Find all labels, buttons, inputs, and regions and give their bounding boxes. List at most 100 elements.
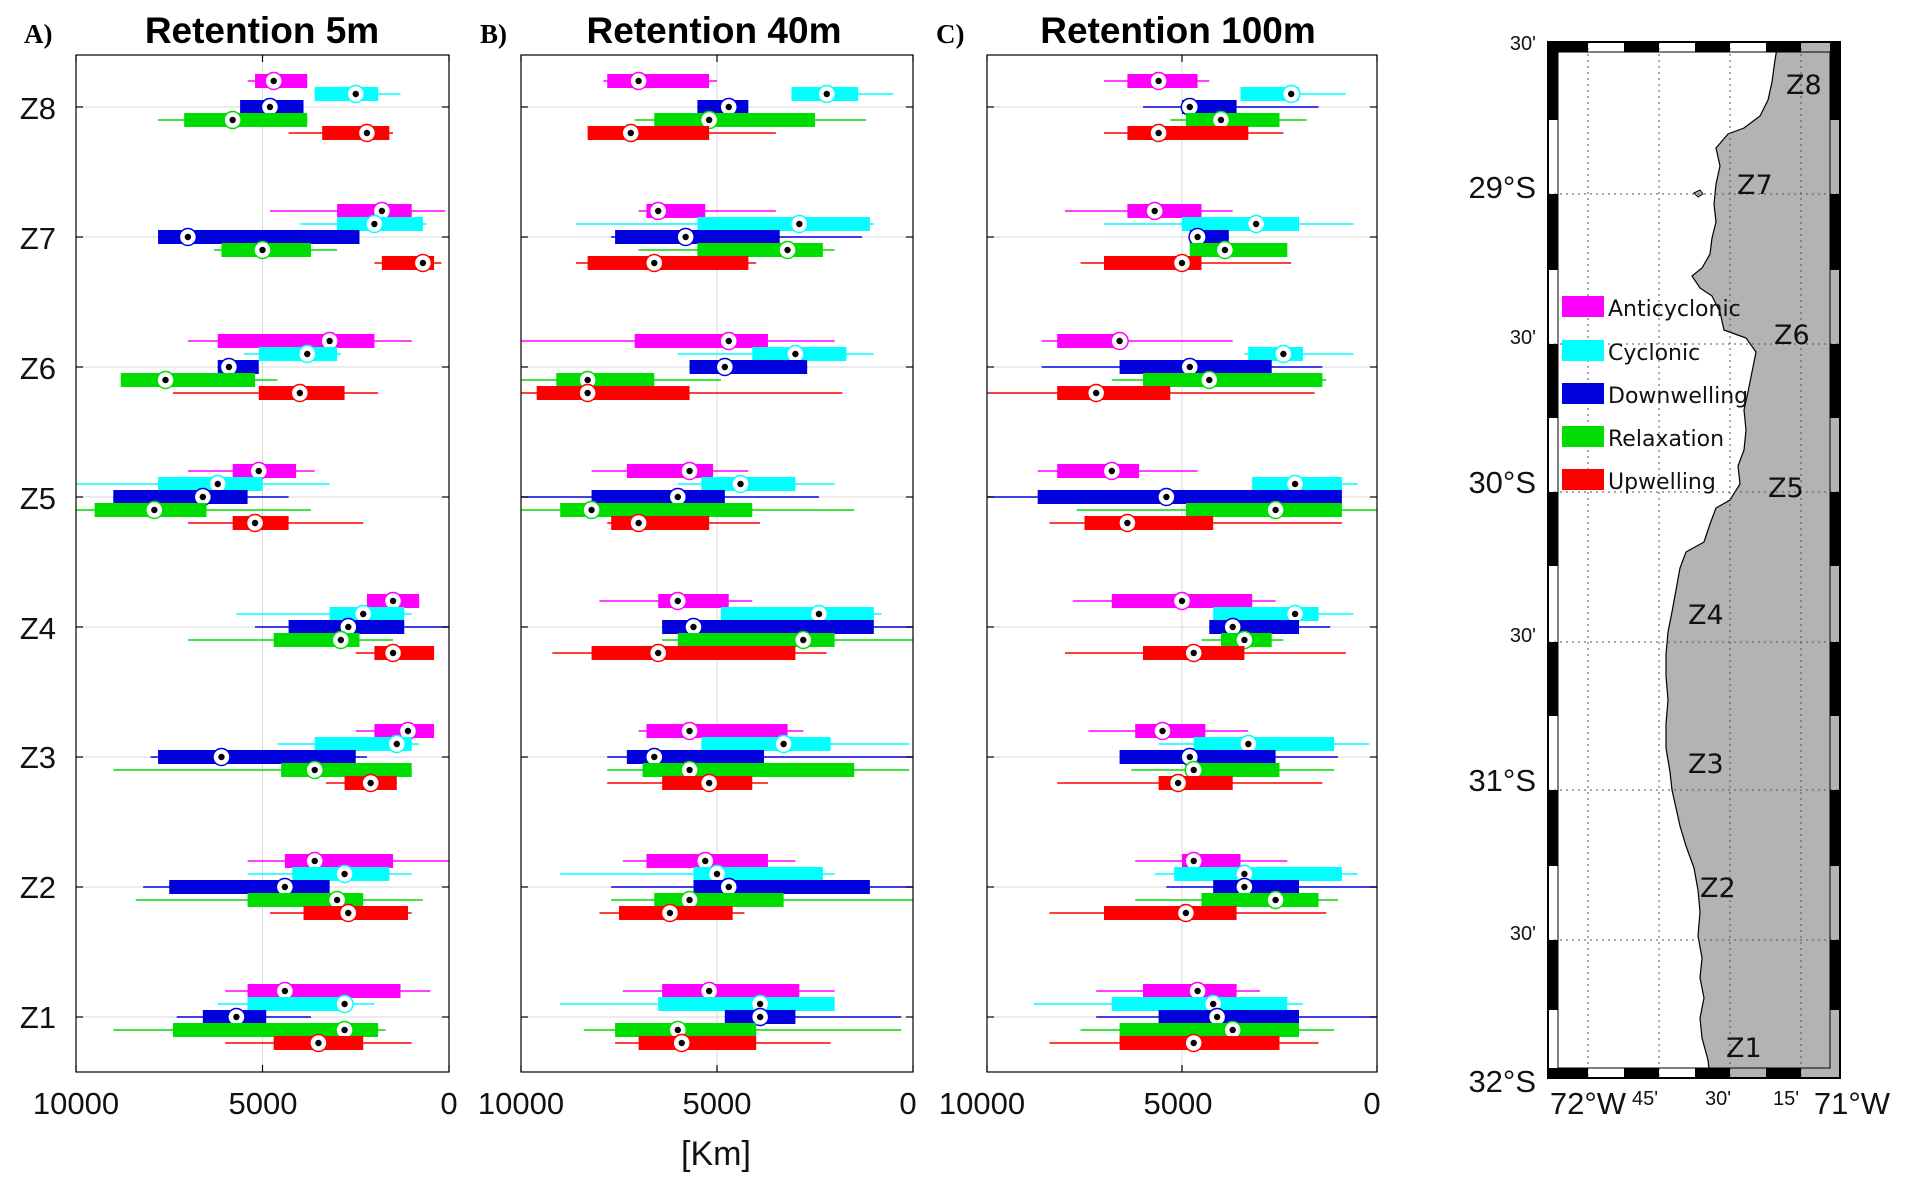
- panel-c-z5-upwelling-median-dot: [1124, 519, 1131, 527]
- map-frame-segment: [1695, 1068, 1730, 1078]
- panel-a-z8-downwelling-median-dot: [266, 103, 274, 111]
- panel-a-z6-relaxation-median-dot: [162, 376, 169, 384]
- panel-b-z2-upwelling-median-dot: [666, 909, 674, 917]
- panel-a-z6-cyclonic-median-dot: [304, 350, 311, 358]
- panel-c-z5-anticyclonic-median-dot: [1108, 467, 1116, 475]
- map-lat-minor-2: 30': [1510, 625, 1536, 647]
- panel-a-z4-upwelling-median-dot: [389, 649, 397, 657]
- map-frame: [1547, 41, 1841, 1079]
- panel-a-z7-upwelling-median-dot: [419, 259, 427, 267]
- map-frame-segment: [1548, 940, 1558, 1010]
- panel-b-z5-upwelling-median-dot: [635, 519, 642, 527]
- map-frame-segment: [1548, 642, 1558, 716]
- panel-b-z3-relaxation-median-dot: [686, 766, 693, 774]
- panel-c-z1-anticyclonic-median-dot: [1194, 987, 1201, 995]
- panel-b-z1-cyclonic-median-dot: [756, 1000, 764, 1008]
- panel-a-z7-downwelling-median-dot: [184, 233, 192, 241]
- panel-a-z2-upwelling-median-dot: [345, 909, 352, 917]
- panel-c-z7-cyclonic-box: [1182, 217, 1299, 231]
- panel-b-letter: B): [480, 19, 507, 49]
- panel-c-z4-upwelling-median-dot: [1190, 649, 1197, 657]
- panel-c-z3-relaxation-box: [1189, 763, 1280, 777]
- panel-b-z3-upwelling-median-dot: [705, 779, 713, 787]
- panel-c-z8-upwelling-box: [1127, 126, 1249, 140]
- map-zone-z4: Z4: [1688, 600, 1724, 631]
- panel-c-z4-downwelling-box: [1209, 620, 1299, 634]
- panel-a-z4-upwelling-box: [374, 646, 435, 660]
- panel-c-z3-relaxation-median-dot: [1190, 766, 1197, 774]
- panel-a-title: Retention 5m: [145, 10, 379, 51]
- panel-a-z5-relaxation-median-dot: [151, 506, 158, 514]
- panel-c-z1-relaxation-box: [1119, 1023, 1299, 1037]
- panel-a-z1-anticyclonic-median-dot: [281, 987, 289, 995]
- panel-c-letter: C): [936, 19, 965, 49]
- panel-a-z8-cyclonic-box: [314, 87, 379, 101]
- panel-b-z5-downwelling-box: [591, 490, 725, 504]
- panel-a-z3-cyclonic-median-dot: [393, 740, 400, 748]
- panel-c-z7-cyclonic-median-dot: [1252, 220, 1260, 228]
- panel-a-z7-cyclonic-median-dot: [371, 220, 378, 228]
- panel-c-z7-anticyclonic-box: [1127, 204, 1202, 218]
- panel-c-z2-upwelling-median-dot: [1182, 909, 1190, 917]
- panel-a-z5-cyclonic-median-dot: [214, 480, 221, 488]
- panel-a-xtick-0: 0: [440, 1086, 457, 1121]
- map-zone-z7: Z7: [1737, 170, 1773, 201]
- panel-c-z8-relaxation-box: [1185, 113, 1280, 127]
- panel-c-z7-upwelling-median-dot: [1178, 259, 1186, 267]
- map-lat-29s: 29°S: [1468, 170, 1536, 205]
- panel-c-z1-relaxation-median-dot: [1229, 1026, 1236, 1034]
- zone-label-z3: Z3: [20, 740, 56, 775]
- panel-b-z5-cyclonic-median-dot: [737, 480, 744, 488]
- panel-b-z8-relaxation-box: [654, 113, 815, 127]
- zone-label-z8: Z8: [20, 91, 56, 126]
- legend-swatch-anticyclonic: [1562, 296, 1604, 317]
- panel-b-z7-upwelling-box: [587, 256, 749, 270]
- panel-c-z5-downwelling-median-dot: [1163, 493, 1170, 501]
- x-axis-title: [Km]: [681, 1135, 751, 1173]
- map-frame-segment: [1766, 42, 1801, 52]
- panel-a-xtick-10000: 10000: [33, 1086, 119, 1121]
- panel-b-z7-cyclonic-box: [697, 217, 870, 231]
- panel-c-z2-relaxation-box: [1201, 893, 1319, 907]
- map-zone-z3: Z3: [1688, 749, 1724, 780]
- panel-a: A) Retention 5m 10000 5000 0 Z8 Z7 Z6 Z5…: [20, 10, 458, 1121]
- panel-a-z1-upwelling-median-dot: [315, 1039, 322, 1047]
- panel-a-z8-anticyclonic-median-dot: [270, 77, 277, 85]
- map-lon-72w: 72°W: [1550, 1086, 1627, 1121]
- panel-b-z4-cyclonic-median-dot: [815, 610, 823, 618]
- panel-a-z1-relaxation-box: [172, 1023, 379, 1037]
- panel-a-z5-anticyclonic-median-dot: [255, 467, 262, 475]
- panel-b-z5-upwelling-box: [611, 516, 710, 530]
- panel-a-z7-relaxation-median-dot: [259, 246, 266, 254]
- panel-b-z1-relaxation-median-dot: [674, 1026, 681, 1034]
- panel-c-z5-relaxation-box: [1185, 503, 1342, 517]
- map-lat-minor-1: 30': [1510, 923, 1536, 945]
- panel-a-z4-downwelling-median-dot: [345, 623, 352, 631]
- panel-c-z6-upwelling-median-dot: [1093, 389, 1100, 397]
- map-frame-segment: [1548, 492, 1558, 566]
- map-frame-inner: [1557, 51, 1831, 1069]
- map-frame-segment: [1830, 790, 1840, 866]
- map-frame-segment: [1830, 42, 1840, 120]
- panel-a-z2-anticyclonic-box: [284, 854, 394, 868]
- panel-b-z8-anticyclonic-box: [607, 74, 710, 88]
- map-frame-segment: [1548, 42, 1558, 120]
- zone-label-z1: Z1: [20, 1000, 56, 1035]
- panel-c-z3-upwelling-median-dot: [1174, 779, 1182, 787]
- panel-b-z7-relaxation-median-dot: [784, 246, 791, 254]
- panel-a-z8-relaxation-box: [184, 113, 308, 127]
- panel-b-z2-downwelling-median-dot: [725, 883, 732, 891]
- panel-a-z2-cyclonic-median-dot: [341, 870, 348, 878]
- panel-a-z5-upwelling-median-dot: [251, 519, 259, 527]
- panel-a-xtick-5000: 5000: [229, 1086, 298, 1121]
- legend-swatch-cyclonic: [1562, 340, 1604, 361]
- legend-label-anticyclonic: Anticyclonic: [1608, 297, 1741, 322]
- panel-b-z6-upwelling-median-dot: [584, 389, 591, 397]
- panel-a-z1-relaxation-median-dot: [341, 1026, 348, 1034]
- panel-a-z4-cyclonic-median-dot: [360, 610, 367, 618]
- panel-b-z7-downwelling-box: [615, 230, 780, 244]
- panel-c-z1-cyclonic-median-dot: [1210, 1000, 1217, 1008]
- panel-c-z7-relaxation-median-dot: [1221, 246, 1229, 254]
- panel-b-z2-cyclonic-box: [693, 867, 823, 881]
